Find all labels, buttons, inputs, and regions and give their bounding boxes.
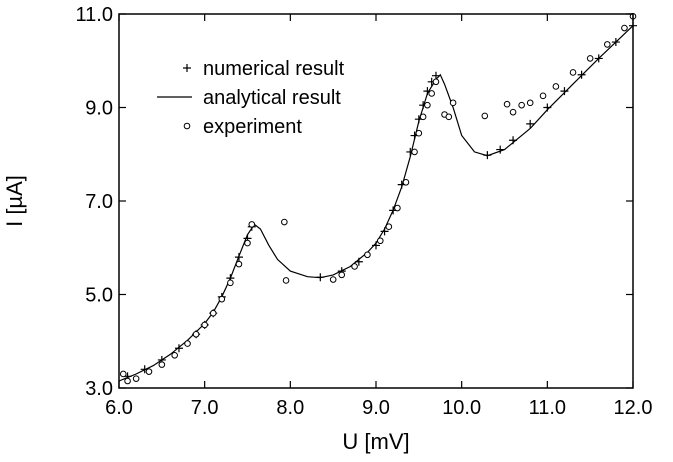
point-experiment: [201, 321, 208, 329]
point-experiment: [145, 368, 153, 375]
x-tick-label: 12.0: [614, 397, 653, 419]
legend-label-experiment: experiment: [203, 116, 302, 138]
point-experiment: [244, 239, 251, 247]
point-numerical-result: [526, 119, 535, 128]
point-experiment: [394, 204, 401, 212]
point-experiment: [282, 277, 290, 284]
point-experiment: [586, 55, 594, 62]
point-experiment: [119, 370, 127, 378]
point-experiment: [132, 375, 140, 382]
point-experiment: [402, 179, 410, 186]
point-experiment: [415, 129, 423, 137]
x-tick-label: 8.0: [276, 397, 304, 419]
axis-ticks: 6.0 7.0 8.0 9.0 10.0 11.0 12.0 3.0 5.0 7.0 9.0 11.0: [76, 4, 653, 419]
point-experiment: [621, 24, 628, 32]
x-tick-label: 9.0: [362, 397, 390, 419]
point-experiment: [385, 223, 393, 231]
point-experiment: [526, 99, 534, 107]
point-experiment: [209, 309, 217, 317]
point-experiment: [184, 340, 191, 347]
point-experiment: [364, 251, 371, 259]
point-experiment: [424, 101, 431, 109]
legend-label-numerical-result: numerical result: [203, 58, 345, 80]
point-experiment: [518, 101, 525, 109]
point-experiment: [281, 218, 288, 226]
point-experiment: [124, 377, 131, 385]
point-experiment: [481, 112, 489, 120]
x-tick-label: 10.0: [442, 397, 481, 419]
legend-marker-numerical-result: [183, 64, 191, 72]
point-numerical-result: [174, 344, 183, 353]
point-experiment: [158, 361, 166, 368]
point-experiment: [248, 221, 256, 228]
x-tick-label: 6.0: [105, 397, 133, 419]
y-axis-label: I [µA]: [2, 175, 27, 227]
legend-label-analytical-result: analytical result: [203, 87, 341, 109]
y-tick-label: 9.0: [85, 98, 113, 120]
y-tick-label: 7.0: [85, 191, 113, 213]
y-tick-label: 11.0: [76, 4, 113, 26]
point-experiment: [509, 108, 517, 116]
point-experiment: [503, 100, 511, 108]
point-experiment: [604, 41, 611, 48]
point-experiment: [192, 330, 200, 338]
point-experiment: [329, 276, 337, 283]
point-experiment: [218, 295, 226, 303]
point-experiment: [539, 92, 547, 100]
x-tick-label: 7.0: [191, 397, 219, 419]
point-experiment: [432, 78, 440, 86]
y-tick-label: 3.0: [85, 378, 113, 400]
point-experiment: [411, 148, 418, 156]
point-experiment: [569, 69, 577, 76]
point-experiment: [338, 271, 346, 279]
point-experiment: [419, 113, 427, 121]
point-experiment: [445, 113, 453, 121]
point-experiment: [351, 263, 358, 270]
series-line-analytical-result: [118, 25, 634, 382]
x-axis-label: U [mV]: [342, 429, 409, 454]
point-experiment: [449, 99, 457, 107]
legend-marker-experiment: [183, 122, 191, 130]
point-experiment: [171, 351, 178, 359]
x-tick-label: 11.0: [529, 397, 566, 419]
point-experiment: [428, 90, 435, 97]
plot-marks: [118, 13, 637, 385]
y-tick-label: 5.0: [85, 285, 113, 307]
point-numerical-result: [560, 87, 569, 96]
point-experiment: [376, 237, 384, 245]
point-experiment: [227, 279, 234, 287]
point-experiment: [552, 83, 560, 90]
legend: numerical result analytical result experim…: [157, 58, 345, 138]
point-experiment: [235, 260, 243, 268]
